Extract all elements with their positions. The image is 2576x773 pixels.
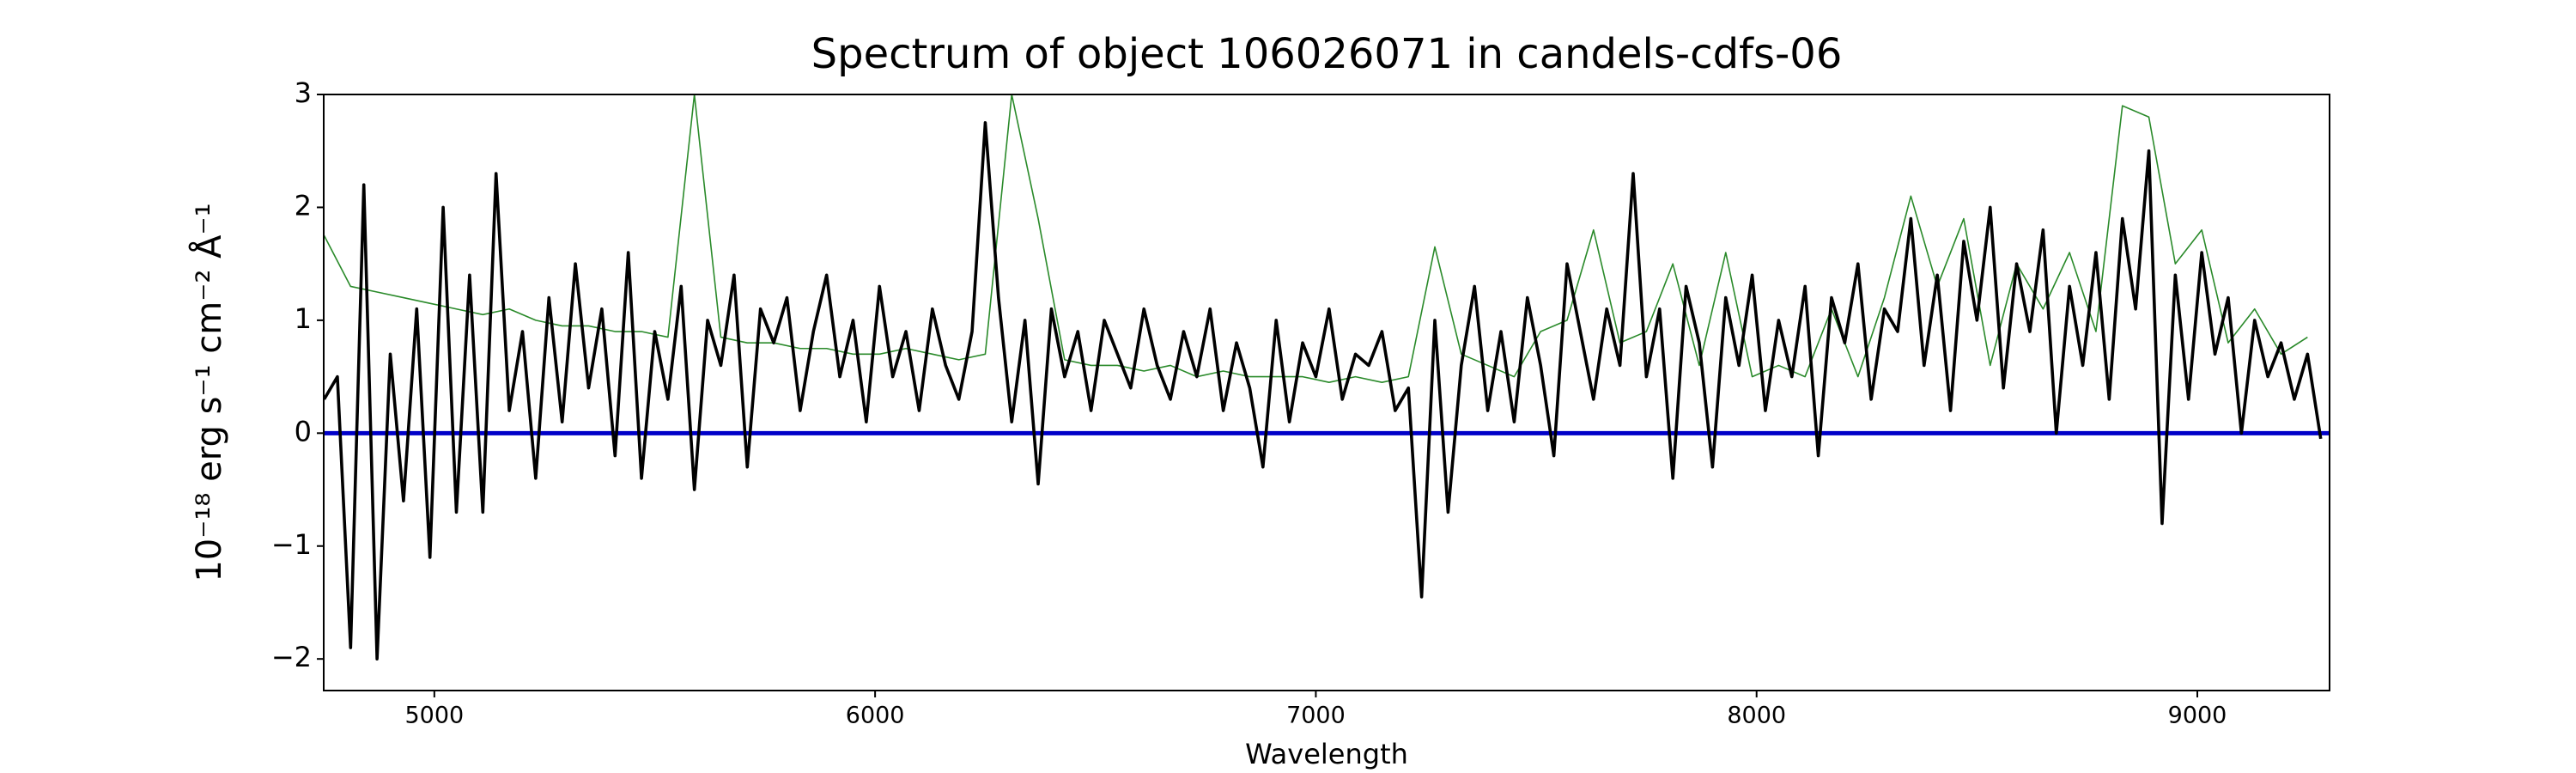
y-tick-label: 2 — [295, 189, 312, 222]
chart-title: Spectrum of object 106026071 in candels-… — [811, 30, 1843, 78]
x-tick-label: 8000 — [1727, 703, 1786, 729]
axes-frame — [323, 94, 2330, 691]
x-axis-label: Wavelength — [1245, 738, 1408, 770]
x-tick-label: 9000 — [2168, 703, 2227, 729]
y-axis-label: 10⁻¹⁸ erg s⁻¹ cm⁻² Å⁻¹ — [188, 203, 229, 581]
x-tick-label: 6000 — [846, 703, 905, 729]
y-tick-label: 1 — [295, 302, 312, 335]
y-tick-label: 3 — [295, 76, 312, 109]
y-tick-label: 0 — [295, 415, 312, 447]
y-tick-label: −2 — [271, 641, 312, 673]
spectrum-line — [324, 121, 2323, 660]
x-tick-label: 7000 — [1286, 703, 1346, 729]
x-tick-label: 5000 — [404, 703, 464, 729]
plot-area — [324, 94, 2330, 660]
y-tick-label: −1 — [271, 528, 312, 561]
